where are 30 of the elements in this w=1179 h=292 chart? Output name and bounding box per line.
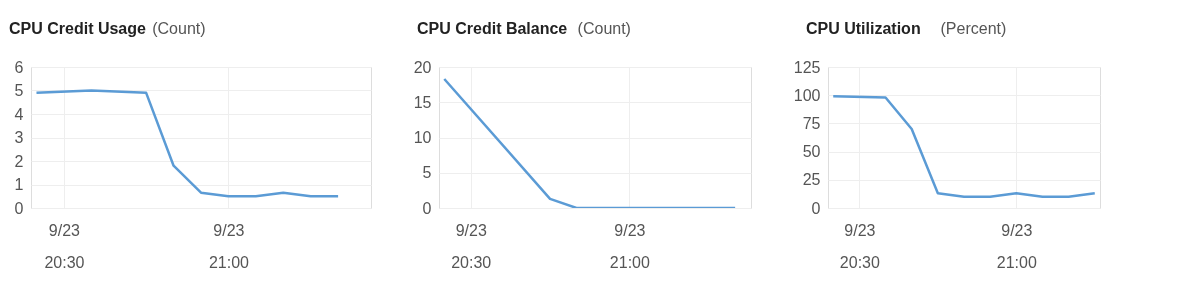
y-tick-label: 125 [793, 58, 821, 76]
y-tick-label: 5 [14, 82, 24, 99]
y-tick-label: 25 [802, 171, 821, 189]
x-tick-label: 9/23 21:00 [208, 221, 250, 271]
chart-title: CPU Credit Usage [9, 20, 147, 37]
x-tick-label: 9/23 21:00 [996, 221, 1037, 271]
y-tick-label: 2 [14, 152, 24, 170]
x-tick-label: 9/23 20:30 [839, 221, 880, 271]
y-tick-label: 75 [802, 114, 821, 132]
y-tick-label: 0 [14, 199, 24, 217]
x-tick-label: 9/23 20:30 [451, 221, 492, 271]
x-tick-label: 9/23 20:30 [44, 221, 85, 271]
y-tick-label: 3 [14, 129, 24, 146]
y-tick-label: 1 [14, 176, 24, 193]
chart-title: CPU Utilization [806, 20, 921, 37]
chart-subtitle: (Count) [577, 20, 631, 37]
y-tick-label: 6 [14, 58, 24, 76]
y-tick-label: 20 [413, 58, 432, 76]
x-tick-label: 9/23 21:00 [609, 221, 650, 271]
y-tick-label: 0 [811, 199, 821, 217]
chart-title: CPU Credit Balance [417, 20, 568, 37]
y-tick-label: 15 [413, 93, 432, 111]
y-tick-label: 100 [793, 86, 821, 104]
y-tick-label: 10 [413, 129, 432, 146]
chart-subtitle: (Percent) [940, 20, 1007, 37]
y-tick-label: 50 [802, 143, 821, 161]
y-tick-label: 5 [422, 164, 432, 182]
chart-subtitle: (Count) [152, 20, 206, 37]
y-tick-label: 4 [14, 105, 24, 123]
y-tick-label: 0 [422, 199, 432, 217]
